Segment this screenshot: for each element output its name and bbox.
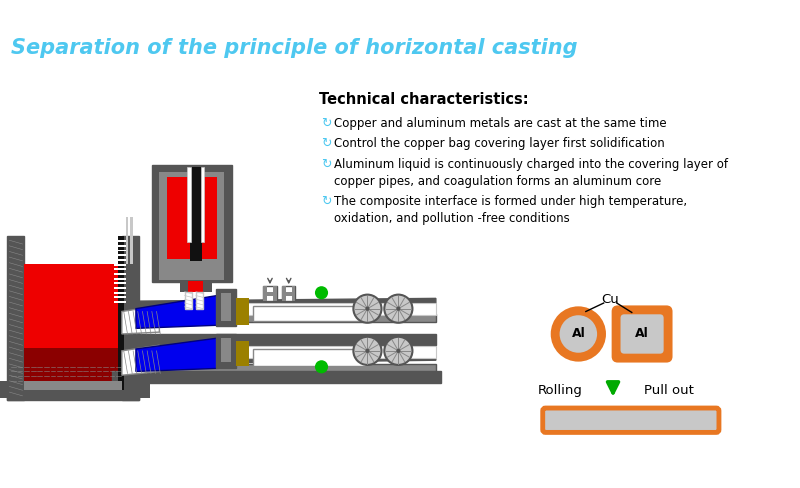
Circle shape [559,315,597,353]
Bar [222,293,230,321]
Bar [282,286,286,301]
Bar [126,364,436,373]
Bar [167,177,217,259]
Text: Separation of the principle of horizontal casting: Separation of the principle of horizonta… [11,38,578,58]
Bar [114,273,126,275]
Text: Cu: Cu [602,293,619,306]
Bar [126,334,436,345]
Polygon shape [136,336,234,371]
Bar [114,301,126,303]
Text: Rolling: Rolling [538,384,583,397]
Bar [234,346,436,358]
Bar [113,371,441,383]
Bar [114,240,126,242]
Circle shape [315,360,328,373]
FancyBboxPatch shape [621,314,664,354]
Bar [286,292,291,296]
Bar [273,286,277,301]
Circle shape [366,306,370,311]
Bar [196,292,203,309]
Text: Al: Al [635,327,649,341]
Polygon shape [131,298,436,318]
Bar [185,292,192,309]
Bar [114,250,126,251]
Text: ↻: ↻ [321,117,331,129]
Bar [122,236,138,400]
Bar [201,167,204,242]
Bar [253,306,366,321]
Bar [7,236,24,400]
FancyBboxPatch shape [542,408,719,432]
Bar [0,381,150,398]
Polygon shape [122,345,159,375]
Bar [263,286,277,301]
Bar [114,254,126,256]
Bar [222,338,230,362]
Circle shape [315,286,328,299]
Bar [180,281,212,292]
Bar [126,314,436,322]
Circle shape [396,349,401,353]
FancyBboxPatch shape [613,307,671,361]
Bar [114,245,126,247]
Bar [126,217,129,264]
Bar [114,259,126,261]
Bar [267,292,273,296]
Bar [130,217,133,264]
Bar [7,381,138,400]
Bar [215,334,236,368]
Bar [24,264,122,348]
Bar [24,381,122,390]
Text: Control the copper bag covering layer first solidification: Control the copper bag covering layer fi… [334,137,665,150]
Bar [114,264,126,265]
Circle shape [354,295,382,323]
Circle shape [384,337,413,365]
Bar [189,281,203,292]
Bar [187,167,191,242]
Bar [253,349,366,366]
Bar [263,286,267,301]
Polygon shape [122,306,159,334]
Text: Aluminum liquid is continuously charged into the covering layer of
copper pipes,: Aluminum liquid is continuously charged … [334,158,728,188]
Circle shape [354,337,382,365]
Polygon shape [131,344,436,364]
Bar [118,236,124,390]
Bar [24,264,122,381]
Circle shape [384,295,413,323]
Polygon shape [136,293,234,328]
Bar [114,278,126,280]
Text: Al: Al [571,327,586,341]
Bar [236,298,250,325]
Bar [215,289,236,326]
Circle shape [552,308,605,360]
Text: The composite interface is formed under high temperature,
oxidation, and polluti: The composite interface is formed under … [334,195,687,225]
Text: ↻: ↻ [321,158,331,171]
Bar [114,283,126,285]
Bar [291,286,295,301]
Circle shape [366,349,370,353]
Bar [190,167,202,261]
Bar [152,165,231,283]
Bar [114,292,126,294]
Bar [114,297,126,298]
Text: Pull out: Pull out [644,384,694,397]
Bar [282,286,295,301]
Bar [236,342,250,366]
Bar [114,287,126,289]
Circle shape [396,306,401,311]
Text: Technical characteristics:: Technical characteristics: [318,92,528,107]
Bar [114,268,126,270]
Text: ↻: ↻ [321,195,331,208]
Text: Copper and aluminum metals are cast at the same time: Copper and aluminum metals are cast at t… [334,117,666,129]
Text: ↻: ↻ [321,137,331,150]
Bar [159,172,224,280]
Bar [234,303,436,315]
